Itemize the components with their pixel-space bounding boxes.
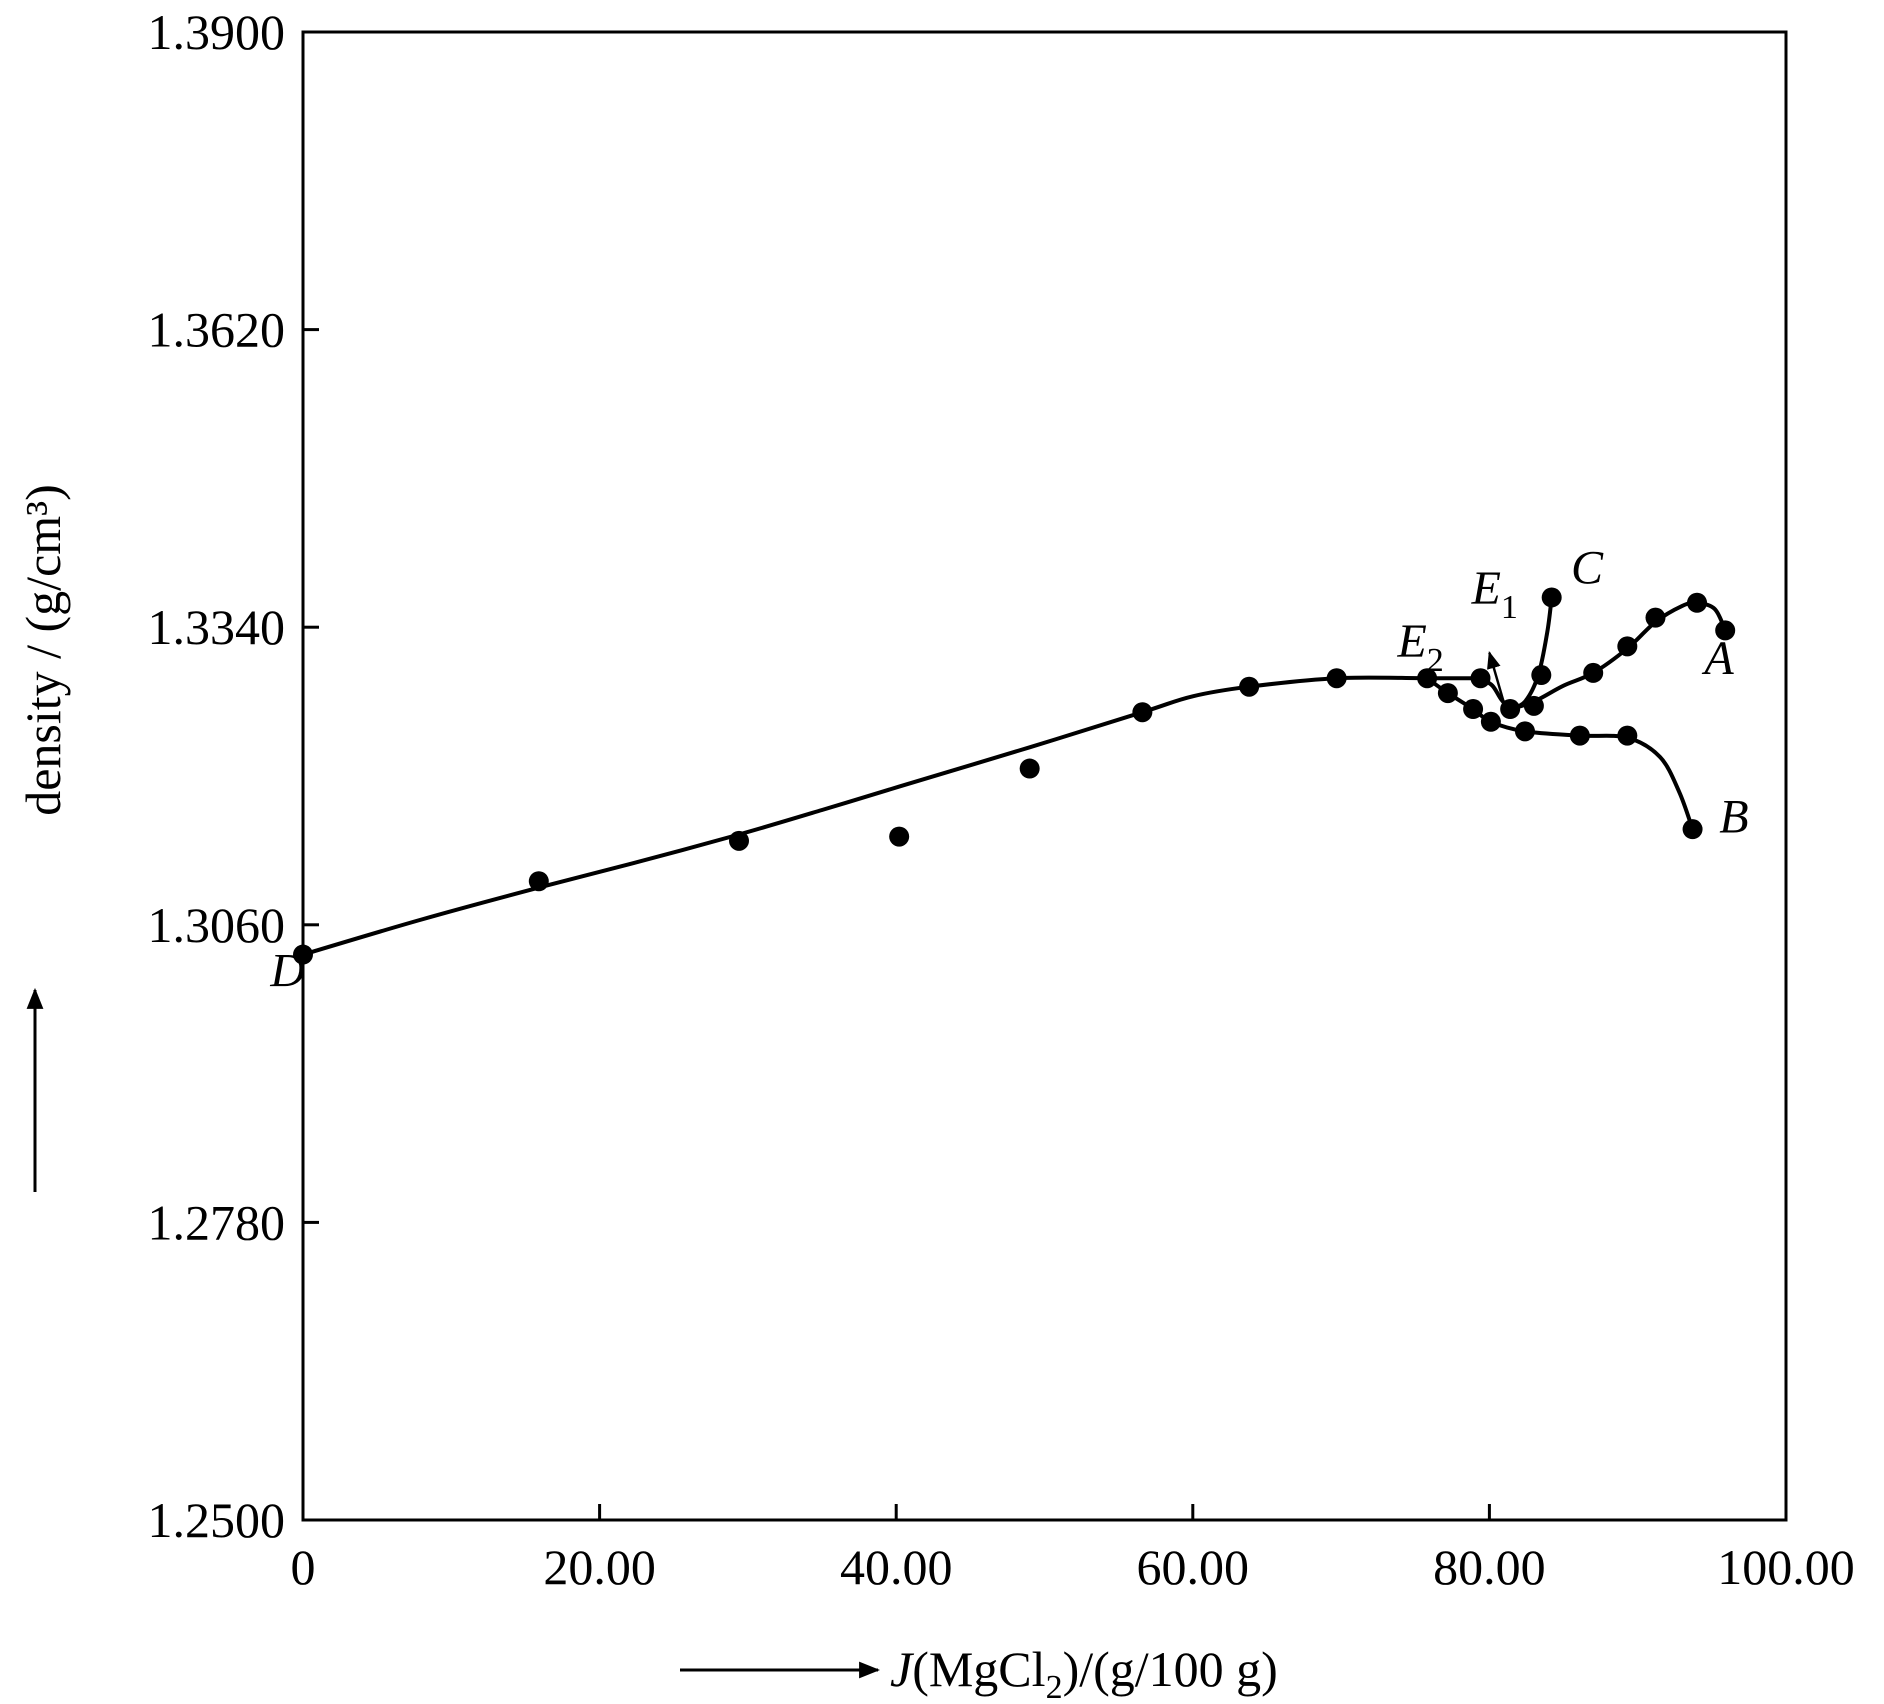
y-tick-label: 1.3060 — [148, 897, 286, 953]
point-label-subscript: 1 — [1501, 589, 1518, 626]
y-tick-label: 1.2500 — [148, 1492, 286, 1548]
point-label: D — [269, 944, 305, 997]
data-point — [1687, 592, 1708, 613]
data-point — [1514, 721, 1535, 742]
data-point — [1523, 695, 1544, 716]
data-point — [729, 830, 750, 851]
point-label: B — [1719, 790, 1748, 843]
point-label: C — [1571, 542, 1604, 595]
x-axis: 0 20.00 40.00 60.00 80.00 100.00 — [291, 1504, 1855, 1595]
x-tick-label: 80.00 — [1433, 1539, 1546, 1595]
data-point — [1715, 620, 1736, 641]
e1-arrow — [1487, 651, 1507, 710]
x-tick-label: 60.00 — [1137, 1539, 1250, 1595]
data-point — [1583, 662, 1604, 683]
x-axis-title-sub: 2 — [1046, 1669, 1063, 1704]
data-point — [1645, 607, 1666, 628]
data-point — [293, 944, 313, 965]
data-point — [1470, 668, 1491, 689]
point-label: E1 — [1471, 562, 1518, 626]
point-label-text: B — [1719, 790, 1748, 843]
y-tick-label: 1.3340 — [148, 599, 286, 655]
y-tick-label: 1.2780 — [148, 1194, 286, 1250]
data-point — [1417, 668, 1438, 689]
y-axis: 1.2500 1.2780 1.3060 1.3340 1.3620 1.3900 — [148, 4, 319, 1548]
point-label-text: A — [1701, 632, 1734, 685]
x-tick-label: 100.00 — [1717, 1539, 1855, 1595]
data-point — [889, 826, 910, 847]
y-axis-title: density / (g/cm³) — [15, 484, 71, 816]
x-axis-title-open: (MgCl — [912, 1641, 1045, 1697]
x-axis-title: J(MgCl2)/(g/100 g) — [890, 1641, 1278, 1704]
curve-line — [1425, 676, 1695, 832]
x-tick-label: 40.00 — [840, 1539, 953, 1595]
data-point — [1239, 676, 1260, 697]
curve-line — [301, 675, 1483, 957]
data-point — [1480, 711, 1501, 732]
data-point — [1531, 665, 1552, 686]
point-label: E2 — [1396, 615, 1443, 679]
data-point — [1569, 725, 1590, 746]
data-point — [1500, 699, 1521, 720]
x-axis-title-var: J — [890, 1641, 915, 1697]
y-tick-label: 1.3620 — [148, 302, 286, 358]
point-label-subscript: 2 — [1427, 642, 1444, 679]
point-label-text: D — [269, 944, 305, 997]
data-point — [1437, 683, 1458, 704]
point-label-text: E — [1471, 562, 1501, 615]
data-point — [1019, 758, 1040, 779]
point-label-text: E — [1396, 615, 1426, 668]
curves — [301, 595, 1728, 957]
data-point — [528, 871, 549, 892]
data-point — [1541, 587, 1562, 608]
data-point — [1682, 819, 1703, 840]
data-points — [293, 587, 1736, 965]
data-point — [1617, 725, 1638, 746]
point-label: A — [1701, 632, 1734, 685]
x-tick-label: 20.00 — [543, 1539, 656, 1595]
y-axis-title-group: density / (g/cm³) — [15, 484, 71, 816]
data-point — [1617, 636, 1638, 657]
y-tick-label: 1.3900 — [148, 4, 286, 60]
x-axis-title-close: )/(g/100 g) — [1063, 1641, 1278, 1697]
data-point — [1132, 702, 1153, 723]
data-point — [1326, 668, 1347, 689]
point-label-text: C — [1571, 542, 1604, 595]
x-tick-label: 0 — [291, 1539, 316, 1595]
data-point — [1463, 699, 1484, 720]
plot-area-frame — [301, 30, 1788, 1522]
